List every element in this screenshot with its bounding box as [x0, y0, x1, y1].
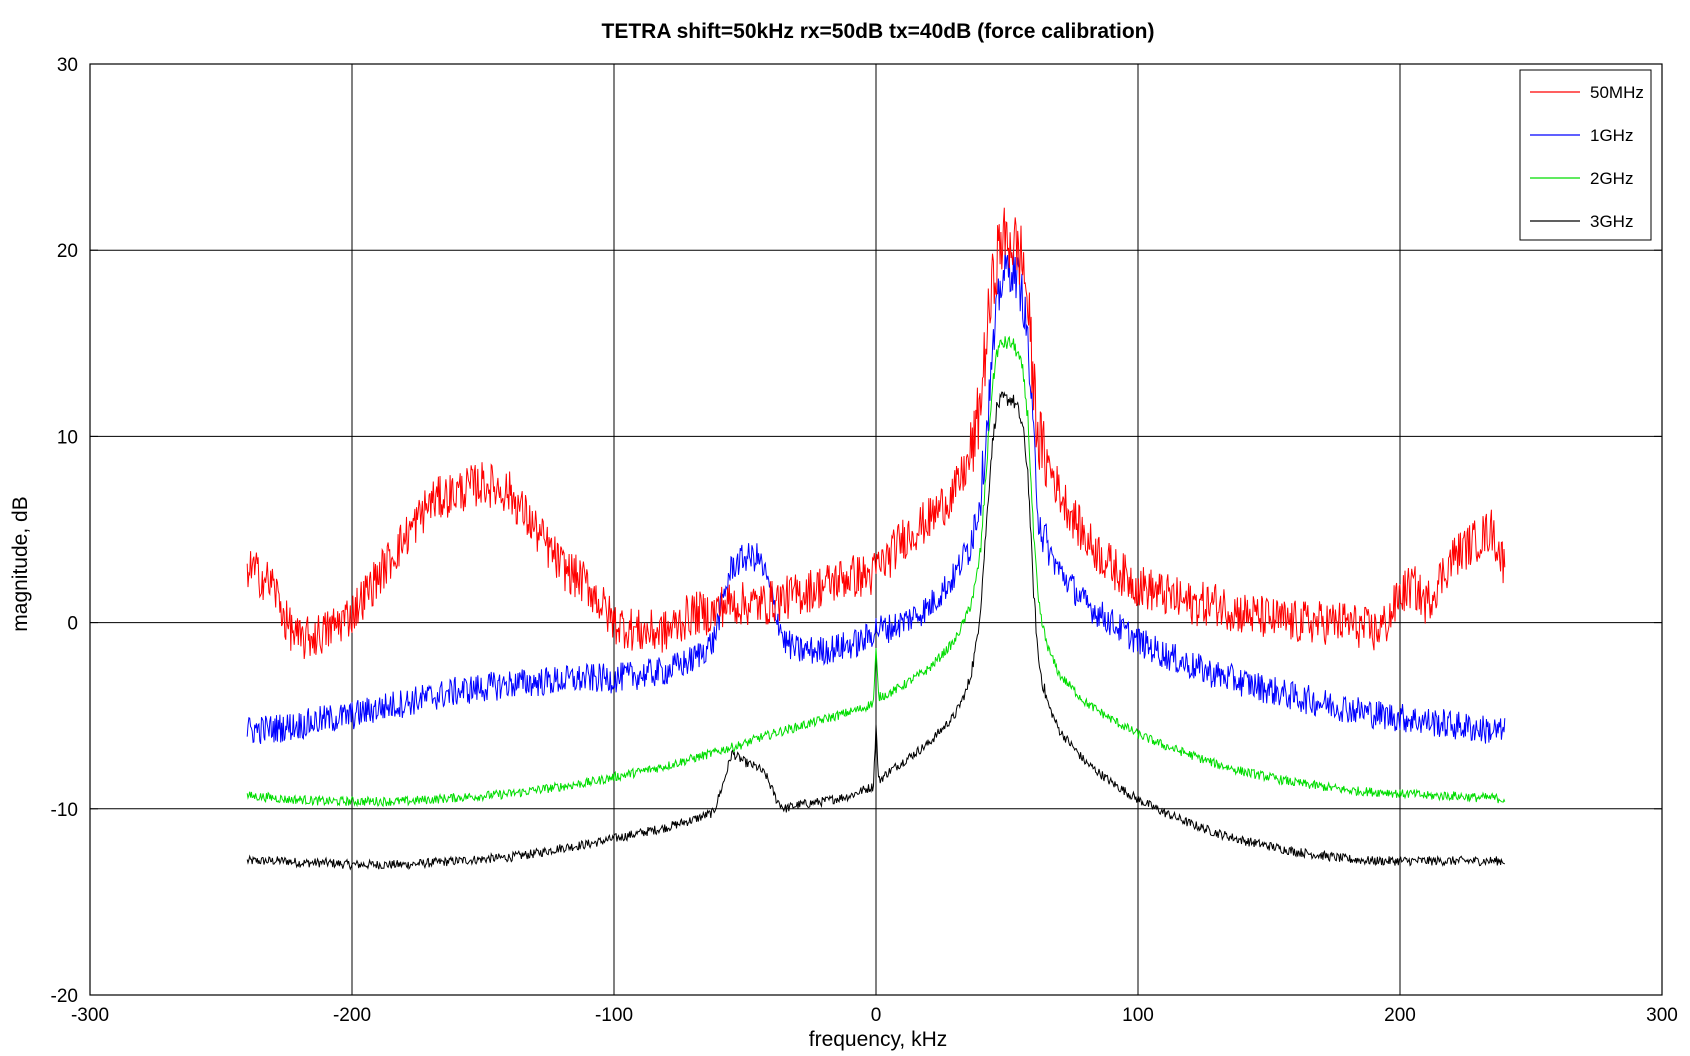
y-tick-label: -10: [51, 800, 78, 821]
y-tick-label: -20: [51, 986, 78, 1007]
legend-label: 2GHz: [1590, 169, 1633, 188]
y-tick-label: 0: [67, 614, 78, 635]
y-tick-label: 30: [57, 55, 78, 76]
legend-box: [1519, 69, 1652, 241]
x-tick-label: 0: [871, 1005, 882, 1026]
chart-title: TETRA shift=50kHz rx=50dB tx=40dB (force…: [602, 20, 1155, 43]
y-tick-label: 10: [57, 427, 78, 448]
series-line-2ghz: [246, 335, 1506, 808]
x-tick-label: -300: [71, 1005, 109, 1026]
legend-label: 3GHz: [1590, 212, 1633, 231]
legend-label: 1GHz: [1590, 126, 1633, 145]
y-tick-label: 20: [57, 241, 78, 262]
legend-items: 50MHz 1GHz 2GHz 3GHz: [1530, 83, 1644, 231]
x-tick-label: 200: [1384, 1005, 1416, 1026]
y-axis-label: magnitude, dB: [9, 496, 32, 631]
x-tick-label: 300: [1646, 1005, 1678, 1026]
x-tick-label: -200: [333, 1005, 371, 1026]
x-axis-label: frequency, kHz: [809, 1028, 948, 1051]
legend: 50MHz 1GHz 2GHz 3GHz: [1519, 69, 1652, 241]
series-line-3ghz: [246, 391, 1506, 871]
legend-label: 50MHz: [1590, 83, 1644, 102]
series-line-50mhz: [246, 207, 1506, 660]
x-tick-label: -100: [595, 1005, 633, 1026]
series-line-1ghz: [246, 249, 1506, 744]
series-layer: [246, 207, 1506, 871]
x-tick-label: 100: [1122, 1005, 1154, 1026]
